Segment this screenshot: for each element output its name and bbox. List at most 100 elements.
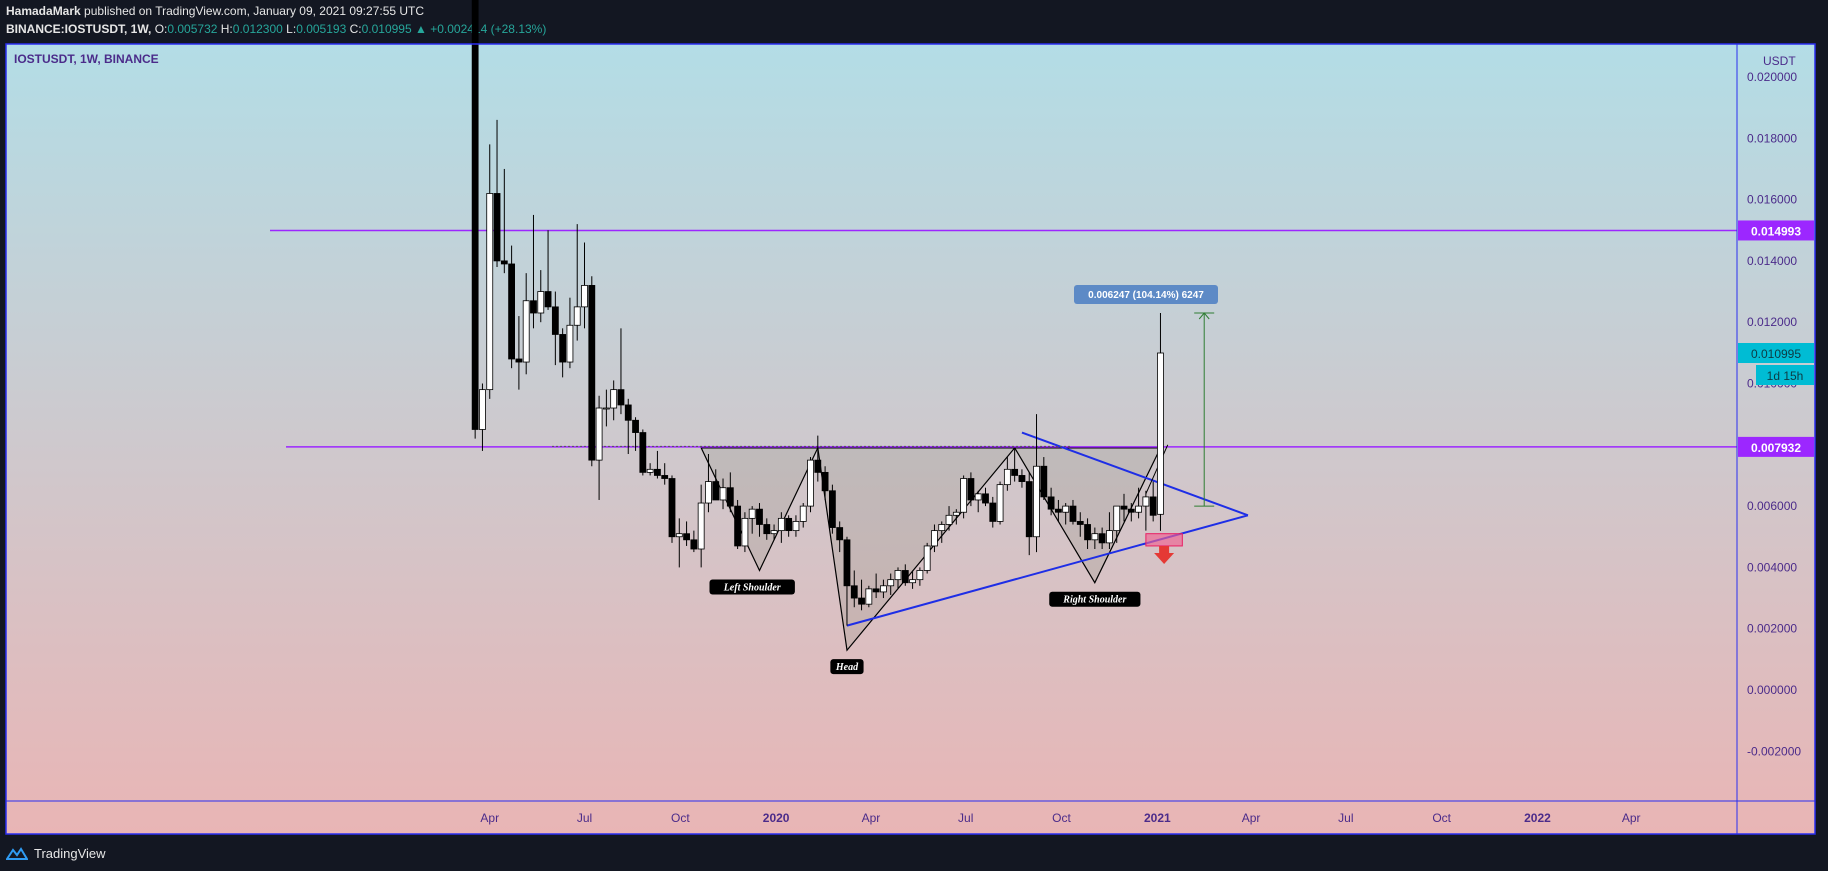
breakout-line[interactable] — [1145, 444, 1169, 495]
candle[interactable] — [661, 463, 669, 485]
candle[interactable] — [1127, 503, 1135, 522]
candle[interactable] — [1149, 481, 1157, 522]
candle[interactable] — [1091, 527, 1099, 550]
candle[interactable] — [632, 417, 639, 451]
candle[interactable] — [916, 567, 924, 586]
candle[interactable] — [945, 506, 953, 531]
pattern-label[interactable]: Right Shoulder — [1049, 591, 1141, 607]
candle[interactable] — [654, 450, 661, 479]
candle[interactable] — [960, 475, 968, 519]
candle[interactable] — [639, 429, 647, 476]
candle[interactable] — [982, 487, 989, 507]
candle[interactable] — [697, 484, 705, 568]
candle[interactable] — [952, 509, 960, 525]
candle[interactable] — [996, 481, 1004, 525]
candle[interactable] — [646, 463, 654, 476]
candle[interactable] — [1040, 457, 1048, 500]
candle[interactable] — [807, 457, 814, 513]
candle[interactable] — [726, 472, 734, 513]
publisher-name[interactable]: HamadaMark — [6, 4, 81, 18]
candle[interactable] — [850, 570, 858, 608]
candle[interactable] — [1003, 457, 1011, 491]
candle[interactable] — [748, 506, 756, 534]
candle[interactable] — [479, 383, 486, 451]
candle[interactable] — [836, 521, 844, 553]
candle[interactable] — [602, 389, 610, 427]
pattern-label[interactable]: Head — [830, 659, 864, 675]
triangle-upper-line[interactable] — [1021, 431, 1249, 517]
candle[interactable] — [1135, 487, 1142, 519]
candle[interactable] — [1047, 487, 1055, 516]
candle[interactable] — [792, 515, 800, 537]
candle[interactable] — [909, 570, 916, 589]
candle[interactable] — [610, 380, 618, 421]
candle[interactable] — [581, 242, 588, 329]
candle[interactable] — [989, 496, 997, 528]
candle[interactable] — [566, 297, 574, 369]
candle[interactable] — [777, 512, 785, 543]
candle[interactable] — [974, 490, 982, 513]
candle[interactable] — [938, 521, 946, 543]
candle[interactable] — [1084, 518, 1091, 550]
candle[interactable] — [1098, 527, 1106, 550]
candle[interactable] — [705, 453, 712, 513]
candle[interactable] — [1157, 313, 1164, 531]
candle[interactable] — [843, 536, 851, 626]
pattern-label[interactable]: Left Shoulder — [709, 579, 795, 595]
candle[interactable] — [493, 119, 501, 268]
level-badge[interactable] — [1738, 436, 1814, 457]
candle[interactable] — [865, 585, 873, 608]
target-box[interactable] — [1145, 533, 1183, 547]
candle[interactable] — [573, 224, 581, 341]
candle[interactable] — [719, 478, 727, 510]
candle[interactable] — [1025, 472, 1033, 556]
candle[interactable] — [1113, 505, 1121, 543]
candle[interactable] — [559, 328, 567, 378]
candle[interactable] — [508, 245, 516, 369]
candle[interactable] — [1062, 503, 1070, 525]
candle[interactable] — [595, 395, 603, 500]
candle[interactable] — [537, 270, 545, 323]
candle[interactable] — [821, 466, 829, 500]
candle[interactable] — [617, 328, 625, 415]
candle[interactable] — [588, 276, 596, 467]
candle[interactable] — [1076, 512, 1084, 537]
candle[interactable] — [887, 573, 895, 595]
candle[interactable] — [756, 503, 763, 537]
candle[interactable] — [712, 469, 720, 501]
candle[interactable] — [551, 291, 559, 366]
candle[interactable] — [624, 398, 632, 454]
candle[interactable] — [544, 230, 552, 310]
candle[interactable] — [734, 499, 742, 550]
candle[interactable] — [522, 273, 530, 375]
candle[interactable] — [741, 512, 749, 553]
candle[interactable] — [668, 475, 676, 543]
candle[interactable] — [858, 579, 865, 611]
candle[interactable] — [763, 518, 771, 540]
candle[interactable] — [1120, 493, 1128, 522]
candle[interactable] — [683, 521, 690, 546]
level-badge[interactable] — [1738, 220, 1814, 241]
candle[interactable] — [1033, 414, 1040, 553]
candle[interactable] — [901, 564, 909, 586]
candle[interactable] — [1106, 512, 1113, 550]
candle[interactable] — [500, 168, 508, 274]
candle[interactable] — [486, 144, 494, 399]
candle[interactable] — [828, 484, 836, 534]
candle[interactable] — [1054, 499, 1062, 522]
candle[interactable] — [530, 214, 537, 329]
candle[interactable] — [880, 579, 887, 599]
candle[interactable] — [770, 524, 778, 540]
candle[interactable] — [1018, 469, 1026, 488]
candle[interactable] — [872, 573, 880, 599]
candle[interactable] — [690, 530, 698, 553]
candle[interactable] — [894, 567, 902, 589]
candle[interactable] — [931, 524, 938, 553]
tradingview-logo-icon[interactable] — [6, 846, 28, 861]
footer-brand[interactable]: TradingView — [34, 846, 106, 861]
last-price-badge[interactable] — [1738, 343, 1814, 364]
candle[interactable] — [967, 472, 975, 507]
candle[interactable] — [471, 0, 479, 439]
candle[interactable] — [675, 518, 683, 568]
